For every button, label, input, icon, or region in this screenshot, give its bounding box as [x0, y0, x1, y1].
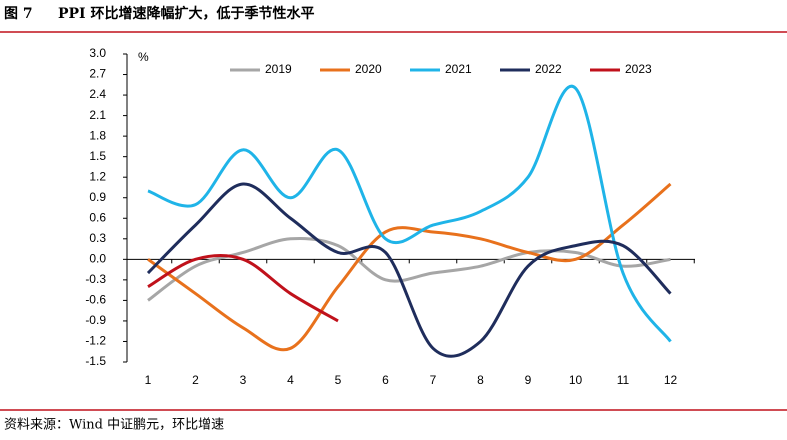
- x-tick-label: 11: [617, 373, 630, 387]
- series-line: [147, 253, 339, 323]
- y-tick-label: 2.7: [89, 67, 106, 81]
- y-tick-label: 1.8: [89, 128, 106, 142]
- x-tick-label: 9: [525, 373, 532, 387]
- y-tick-label: -1.5: [85, 354, 106, 368]
- x-tick-label: 8: [477, 373, 484, 387]
- x-tick-label: 6: [382, 373, 389, 387]
- x-tick-label: 12: [664, 373, 678, 387]
- x-tick-label: 7: [430, 373, 437, 387]
- y-tick-label: 0.3: [89, 231, 106, 245]
- legend-label: 2020: [355, 62, 382, 76]
- y-tick-label: 0.6: [89, 210, 106, 224]
- x-tick-label: 10: [569, 373, 583, 387]
- y-unit: %: [138, 50, 149, 64]
- y-tick-label: 1.2: [89, 169, 106, 183]
- y-tick-label: 2.1: [89, 108, 106, 122]
- legend-label: 2021: [445, 62, 472, 76]
- legend-label: 2023: [625, 62, 652, 76]
- legend-label: 2022: [535, 62, 562, 76]
- x-tick-label: 4: [287, 373, 294, 387]
- x-tick-label: 5: [335, 373, 342, 387]
- series-line: [146, 182, 672, 358]
- y-tick-label: -0.6: [85, 293, 106, 307]
- y-tick-label: -0.3: [85, 272, 106, 286]
- y-tick-label: -0.9: [85, 313, 106, 327]
- y-tick-label: 1.5: [89, 149, 106, 163]
- y-tick-label: 2.4: [89, 87, 106, 101]
- y-tick-label: 0.0: [89, 252, 106, 266]
- y-tick-label: 3.0: [89, 46, 106, 60]
- legend-label: 2019: [265, 62, 292, 76]
- x-tick-label: 2: [192, 373, 199, 387]
- y-tick-label: -1.2: [85, 334, 106, 348]
- x-tick-label: 1: [145, 373, 152, 387]
- y-tick-label: 0.9: [89, 190, 106, 204]
- series-line: [147, 182, 672, 352]
- series-line: [147, 236, 671, 302]
- chart-title: PPI 环比增速降幅扩大，低于季节性水平: [58, 5, 314, 22]
- source: 资料来源：Wind 中证鹏元，环比增速: [4, 418, 224, 433]
- x-tick-label: 3: [240, 373, 247, 387]
- figure-label: 图 7: [4, 6, 33, 22]
- series-line: [147, 84, 672, 343]
